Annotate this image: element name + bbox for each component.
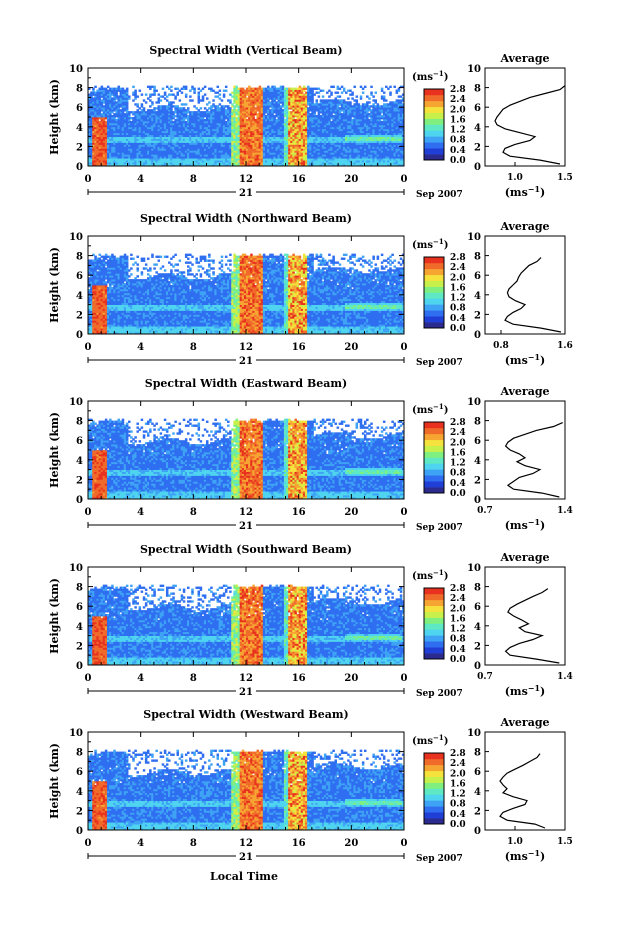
- heatmap-cells: [88, 86, 404, 167]
- heatmap-cell: [145, 101, 148, 103]
- spectral-width-figure: Spectral Width (Vertical Beam)02468100 4 8…: [0, 0, 623, 929]
- heatmap-cell: [160, 99, 163, 101]
- heatmap-cell: [162, 88, 165, 90]
- panel-title: Spectral Width (Vertical Beam): [149, 44, 342, 57]
- heatmap-cell: [136, 103, 139, 105]
- heatmap-cell: [128, 95, 131, 97]
- heatmap-cell: [151, 101, 154, 103]
- heatmap-cell: [155, 90, 158, 92]
- heatmap-cell: [139, 90, 142, 92]
- heatmap-cell: [141, 103, 144, 105]
- heatmap-cell: [141, 93, 144, 95]
- heatmap-cell: [134, 90, 137, 92]
- heatmap-cell: [126, 88, 129, 90]
- heatmap-cell: [143, 107, 146, 109]
- heatmap-cell: [136, 95, 139, 97]
- heatmap-cell: [153, 86, 156, 88]
- heatmap-cell: [145, 93, 148, 95]
- heatmap-cell: [94, 86, 97, 88]
- heatmap-cell: [132, 86, 135, 88]
